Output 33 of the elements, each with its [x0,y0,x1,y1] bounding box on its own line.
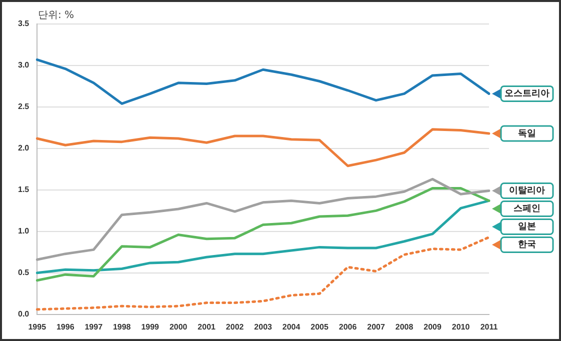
x-tick-label: 2011 [480,322,498,332]
y-tick-label: 1.5 [18,185,30,194]
x-tick-label: 2000 [169,322,188,332]
x-tick-label: 2007 [367,322,386,332]
legend-label: 이탈리아 [509,186,545,196]
x-tick-label: 1999 [141,322,160,332]
y-tick-label: 0.5 [18,268,30,278]
x-tick-label: 2006 [338,322,358,332]
y-tick-label: 3.5 [18,19,30,28]
x-tick-label: 2004 [282,322,301,332]
x-tick-label: 2009 [424,322,442,332]
x-tick-label: 2002 [226,322,244,332]
y-tick-label: 3.0 [18,60,30,70]
text: 단위: % [38,9,74,22]
x-tick-label: 2003 [254,322,273,332]
y-tick-label: 2.5 [18,102,30,112]
x-tick-label: 1998 [112,322,132,332]
legend-label: 스페인 [514,204,540,214]
x-tick-label: 2010 [452,322,470,332]
y-tick-label: 2.0 [18,144,30,153]
legend-label: 한국 [518,240,536,250]
y-tick-label: 0.0 [18,310,30,319]
x-tick-label: 2008 [395,322,414,332]
legend-label: 오스트리아 [504,89,550,100]
legend-label: 일본 [518,222,536,232]
x-tick-label: 1997 [84,322,104,332]
x-tick-label: 2005 [310,322,329,332]
y-tick-label: 1.0 [18,226,30,236]
legend-label: 독일 [518,128,536,139]
x-tick-label: 1995 [28,322,47,332]
x-tick-label: 2001 [198,322,216,332]
line-series [36,236,490,311]
x-tick-label: 1996 [56,322,75,332]
